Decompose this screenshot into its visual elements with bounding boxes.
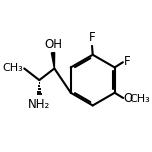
Text: OH: OH: [44, 38, 62, 51]
Text: CH₃: CH₃: [2, 64, 23, 73]
Text: F: F: [124, 55, 131, 68]
Polygon shape: [51, 53, 55, 68]
Text: O: O: [124, 92, 133, 105]
Text: F: F: [89, 31, 95, 44]
Text: NH₂: NH₂: [28, 98, 50, 111]
Text: CH₃: CH₃: [130, 93, 150, 104]
